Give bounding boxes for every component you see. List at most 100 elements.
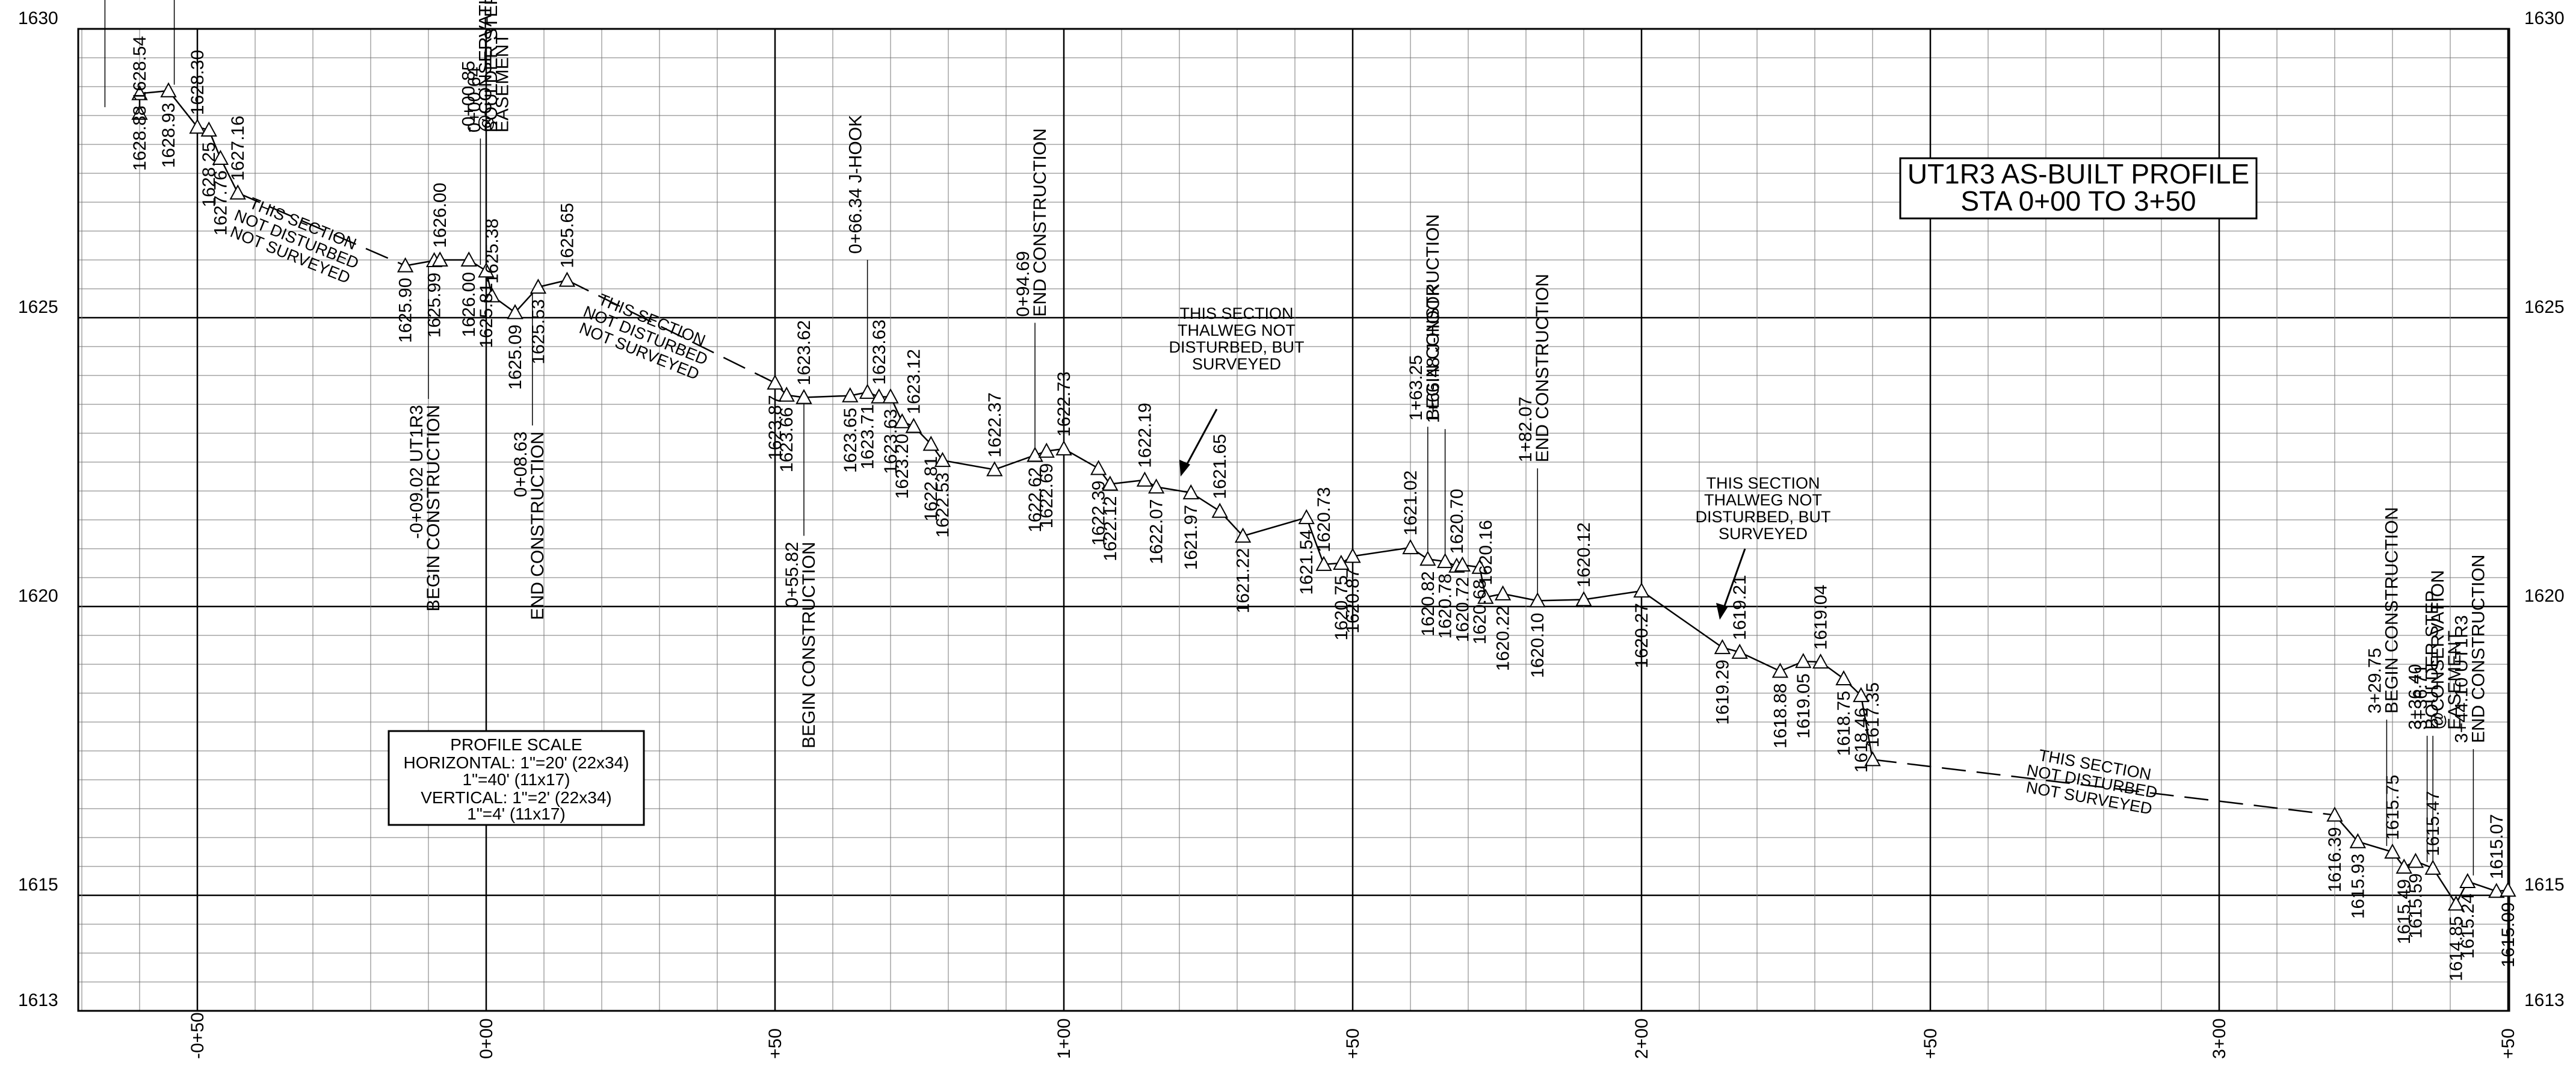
elevation-label: 1626.00 bbox=[459, 272, 479, 337]
elevation-label: 1621.02 bbox=[1401, 471, 1421, 536]
survey-markers bbox=[131, 82, 2516, 911]
elevation-label: 1628.25 bbox=[199, 142, 219, 207]
note-line: THIS SECTION bbox=[1179, 304, 1293, 323]
elevation-label: 1623.65 bbox=[841, 408, 860, 473]
elevation-label: 1625.09 bbox=[505, 324, 525, 389]
elevation-tick-left: 1620 bbox=[18, 586, 58, 606]
survey-marker bbox=[1211, 502, 1228, 518]
note-5: THIS SECTION NOT DISTURBED NOT SURVEYED bbox=[2025, 746, 2159, 818]
profile-segment bbox=[566, 279, 776, 384]
elevation-label: 1622.81 bbox=[921, 456, 941, 521]
station-callout-line: BEGIN CONSTRUCTION bbox=[1423, 214, 1443, 421]
survey-marker bbox=[1864, 751, 1881, 767]
profile-segment bbox=[1306, 517, 1325, 565]
survey-marker bbox=[1633, 582, 1650, 598]
survey-marker bbox=[1477, 588, 1494, 604]
elevation-labels: 1628.541628.931628.881628.301628.251627.… bbox=[130, 36, 2518, 981]
station-tick: 1+00 bbox=[1054, 1018, 1074, 1059]
scale-line: PROFILE SCALE bbox=[450, 735, 582, 754]
survey-marker bbox=[1344, 548, 1361, 563]
survey-marker bbox=[200, 121, 217, 137]
profile-segment bbox=[942, 459, 995, 471]
station-tick: 3+00 bbox=[2210, 1018, 2229, 1059]
elevation-label: 1622.73 bbox=[1054, 371, 1074, 436]
station-tick: -0+50 bbox=[188, 1012, 208, 1059]
station-callout-line: 3+36.71 bbox=[2411, 664, 2431, 730]
station-tick: +50 bbox=[765, 1028, 785, 1059]
elevation-label: 1622.62 bbox=[1025, 467, 1045, 532]
survey-marker bbox=[1494, 585, 1512, 600]
profile-segment bbox=[1352, 546, 1411, 557]
note-4: THIS SECTION THALWEG NOT DISTURBED, BUT … bbox=[1695, 474, 1831, 620]
station-callout-line: BEGIN CONSTRUCTION bbox=[799, 542, 819, 748]
station-callout-line: BOULDER STEP bbox=[481, 0, 501, 132]
note-1: THIS SECTION NOT DISTURBED NOT SURVEYED bbox=[227, 194, 361, 287]
elevation-label: 1623.12 bbox=[904, 349, 924, 414]
station-callout-line: @CONSERVATION bbox=[475, 0, 495, 132]
elevation-tick-right: 1620 bbox=[2524, 586, 2565, 606]
profile-segment bbox=[1503, 593, 1538, 602]
survey-marker bbox=[842, 387, 859, 403]
profile-segment bbox=[237, 192, 406, 267]
profile-segment bbox=[1156, 486, 1191, 494]
survey-marker bbox=[1731, 643, 1748, 659]
elevation-label: 1622.39 bbox=[1089, 481, 1109, 546]
elevation-label: 1623.71 bbox=[858, 404, 878, 469]
station-callout-line: 1+82.07 bbox=[1516, 397, 1536, 462]
survey-marker bbox=[1147, 478, 1165, 494]
station-callout-line: END CONSTRUCTION bbox=[1533, 274, 1552, 462]
station-callouts: -0+64.35CROSSING -0+52.23CROSSING -0+09.02… bbox=[104, 0, 2488, 875]
scale-line: VERTICAL: 1"=2' (22x34) bbox=[421, 788, 611, 807]
survey-marker bbox=[1575, 591, 1592, 607]
elevation-label: 1620.82 bbox=[1418, 571, 1438, 636]
note-line: SURVEYED bbox=[1192, 355, 1281, 373]
elevation-label: 1620.12 bbox=[1574, 522, 1594, 587]
elevation-label: 1620.75 bbox=[1332, 575, 1351, 640]
elevation-label: 1622.53 bbox=[933, 472, 953, 537]
elevation-label: 1623.20 bbox=[892, 434, 912, 499]
survey-marker bbox=[1853, 687, 1870, 702]
survey-marker bbox=[2326, 806, 2343, 822]
grid bbox=[77, 28, 2510, 1012]
survey-marker bbox=[2459, 872, 2476, 888]
station-callout-line: 1+66.48 J-HOOK bbox=[1424, 284, 1444, 423]
survey-marker bbox=[767, 374, 783, 390]
elevation-tick-left: 1615 bbox=[18, 875, 58, 895]
survey-marker bbox=[882, 388, 899, 404]
survey-marker bbox=[905, 418, 922, 433]
survey-marker bbox=[460, 251, 477, 267]
elevation-label: 1615.59 bbox=[2406, 873, 2426, 938]
survey-marker bbox=[1471, 558, 1488, 574]
title-line-2: STA 0+00 TO 3+50 bbox=[1960, 185, 2196, 217]
survey-marker bbox=[778, 386, 795, 402]
station-callout-line: BEGIN CONSTRUCTION bbox=[424, 405, 443, 611]
survey-marker bbox=[1298, 509, 1315, 525]
elevation-label: 1618.88 bbox=[1770, 684, 1790, 749]
elevation-label: 1621.97 bbox=[1181, 505, 1201, 570]
elevation-label: 1623.63 bbox=[869, 319, 889, 384]
elevation-label: 1615.09 bbox=[2498, 902, 2518, 967]
note-2: THIS SECTION NOT DISTURBED NOT SURVEYED bbox=[576, 290, 710, 383]
station-callout: 1+66.48 J-HOOK bbox=[1424, 284, 1446, 556]
survey-marker bbox=[1055, 440, 1072, 455]
elevation-label: 1619.29 bbox=[1713, 659, 1732, 724]
elevation-label: 1627.16 bbox=[228, 116, 248, 181]
note-line: DISTURBED, BUT bbox=[1169, 338, 1304, 356]
scale-line: HORIZONTAL: 1"=20' (22x34) bbox=[403, 753, 629, 772]
elevation-label: 1625.38 bbox=[483, 218, 502, 283]
elevation-label: 1622.12 bbox=[1101, 496, 1120, 561]
station-tick: +50 bbox=[2498, 1028, 2518, 1059]
survey-marker bbox=[1315, 555, 1332, 571]
elevation-label: 1615.07 bbox=[2487, 814, 2507, 879]
survey-marker bbox=[1027, 446, 1043, 462]
elevation-label: 1620.68 bbox=[1470, 579, 1490, 644]
survey-marker bbox=[2349, 833, 2367, 848]
elevation-label: 1625.81 bbox=[477, 283, 496, 348]
elevation-label: 1622.37 bbox=[985, 392, 1005, 457]
